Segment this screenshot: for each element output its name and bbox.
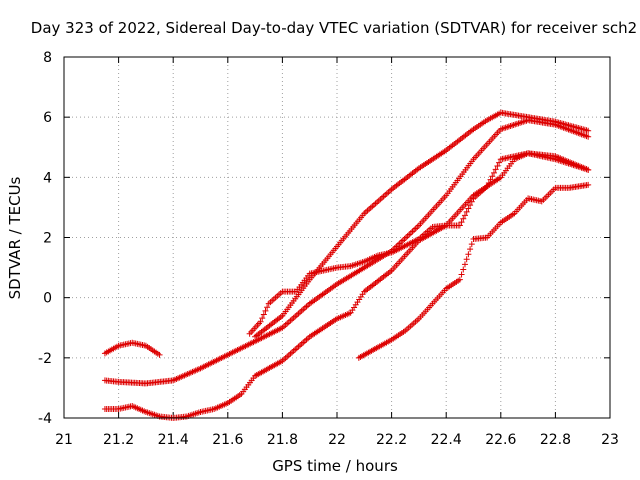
x-tick-label: 22 bbox=[328, 432, 346, 448]
data-point bbox=[463, 208, 470, 215]
series-track-5 bbox=[252, 109, 592, 340]
series-track-4 bbox=[246, 150, 592, 337]
series-track-6 bbox=[355, 181, 592, 361]
x-tick-label: 22.6 bbox=[485, 432, 516, 448]
data-point bbox=[456, 276, 463, 283]
plot-frame bbox=[63, 56, 611, 419]
series-track-1 bbox=[101, 339, 163, 358]
data-point bbox=[487, 176, 494, 183]
x-tick-label: 22.4 bbox=[431, 432, 462, 448]
data-point bbox=[259, 315, 266, 322]
x-tick-label: 23 bbox=[601, 432, 619, 448]
x-tick-label: 21.4 bbox=[158, 432, 189, 448]
y-tick-label: -4 bbox=[38, 411, 52, 427]
x-tick-label: 21.8 bbox=[267, 432, 298, 448]
x-tick-label: 21.2 bbox=[103, 432, 134, 448]
grid bbox=[64, 57, 610, 418]
x-axis-label: GPS time / hours bbox=[272, 457, 398, 475]
data-point bbox=[458, 271, 465, 278]
data-point bbox=[496, 159, 503, 166]
data-point bbox=[585, 181, 592, 188]
y-axis-label: SDTVAR / TECUs bbox=[6, 176, 24, 299]
data-point bbox=[585, 166, 592, 173]
data-point bbox=[262, 307, 269, 314]
y-tick-label: 8 bbox=[43, 50, 52, 66]
data-point bbox=[458, 219, 465, 226]
axis-ticks: 21 21.2 21.4 21.6 21.8 22 22.2 22.4 22.6 22.8 23 -4… bbox=[38, 50, 619, 448]
data-point bbox=[461, 261, 468, 268]
data-point bbox=[456, 222, 463, 229]
data-point bbox=[468, 241, 475, 248]
chart-title: Day 323 of 2022, Sidereal Day-to-day VTE… bbox=[31, 19, 637, 37]
y-tick-label: -2 bbox=[38, 351, 52, 367]
data-point bbox=[156, 351, 163, 358]
data-point bbox=[585, 127, 592, 134]
data-series bbox=[101, 109, 592, 421]
x-tick-label: 22.2 bbox=[376, 432, 407, 448]
data-point bbox=[257, 318, 264, 325]
x-tick-label: 22.8 bbox=[540, 432, 571, 448]
data-point bbox=[465, 205, 472, 212]
data-point bbox=[467, 202, 474, 209]
data-point bbox=[490, 169, 497, 176]
data-point bbox=[264, 304, 271, 311]
data-point bbox=[260, 311, 267, 318]
y-tick-label: 6 bbox=[43, 110, 52, 126]
data-point bbox=[461, 212, 468, 219]
y-tick-label: 4 bbox=[43, 170, 52, 186]
y-tick-label: 2 bbox=[43, 231, 52, 247]
data-point bbox=[460, 266, 467, 273]
data-point bbox=[489, 173, 496, 180]
data-point bbox=[492, 166, 499, 173]
x-tick-label: 21.6 bbox=[212, 432, 243, 448]
data-point bbox=[585, 133, 592, 140]
series-track-2 bbox=[101, 117, 592, 387]
x-tick-label: 21 bbox=[55, 432, 73, 448]
data-point bbox=[467, 246, 474, 253]
data-point bbox=[463, 256, 470, 263]
data-point bbox=[465, 251, 472, 258]
data-point bbox=[460, 215, 467, 222]
data-point bbox=[494, 163, 501, 170]
y-tick-label: 0 bbox=[43, 291, 52, 307]
